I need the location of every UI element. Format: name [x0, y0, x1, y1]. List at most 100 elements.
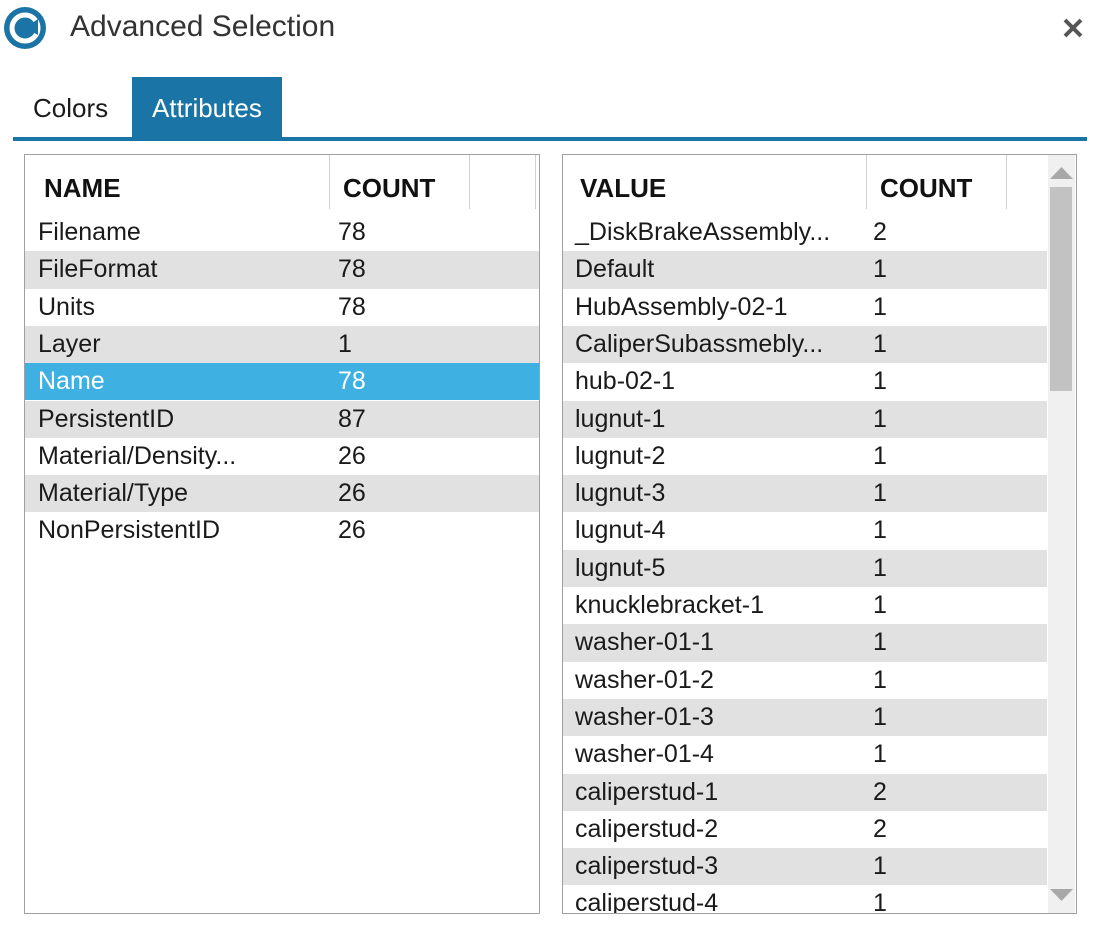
list-row[interactable]: CaliperSubassmebly... 1 [563, 325, 1047, 364]
column-separator [469, 155, 470, 209]
row-count: 1 [873, 740, 887, 769]
row-label: washer-01-2 [575, 665, 714, 694]
row-label: caliperstud-4 [575, 889, 719, 914]
row-count: 1 [873, 852, 887, 881]
row-count: 78 [338, 367, 366, 396]
list-row[interactable]: caliperstud-4 1 [563, 885, 1047, 914]
column-header[interactable]: VALUE [580, 173, 667, 203]
row-label: lugnut-2 [575, 441, 666, 470]
row-count: 1 [873, 702, 887, 731]
row-count: 1 [338, 329, 352, 358]
column-separator [866, 155, 867, 209]
row-count: 1 [873, 628, 887, 657]
row-label: Units [38, 292, 95, 321]
scroll-thumb[interactable] [1050, 187, 1072, 391]
row-label: knucklebracket-1 [575, 591, 764, 619]
row-count: 1 [873, 665, 887, 694]
list-row[interactable]: washer-01-2 1 [563, 662, 1047, 699]
row-label: lugnut-1 [575, 404, 666, 433]
column-separator [535, 155, 536, 209]
scrollbar[interactable] [1048, 155, 1075, 913]
row-label: PersistentID [38, 404, 175, 433]
list-row[interactable]: washer-01-1 1 [563, 624, 1047, 662]
row-label: _DiskBrakeAssembly... [575, 218, 831, 246]
list-row[interactable]: washer-01-3 1 [563, 698, 1047, 737]
row-count: 2 [873, 218, 887, 246]
list-row[interactable]: NonPersistentID 26 [25, 512, 539, 549]
list-row[interactable]: hub-02-1 1 [563, 363, 1047, 400]
row-label: lugnut-5 [575, 553, 666, 582]
row-count: 1 [873, 367, 887, 396]
row-count: 26 [338, 479, 366, 508]
list-row[interactable]: HubAssembly-02-1 1 [563, 289, 1047, 326]
list-row[interactable]: Material/Type 26 [25, 475, 539, 513]
list-row[interactable]: Material/Density... 26 [25, 438, 539, 475]
tab[interactable]: Colors [33, 93, 109, 123]
list-row[interactable]: Units 78 [25, 289, 539, 326]
row-label: washer-01-4 [575, 740, 714, 769]
close-button[interactable] [1062, 17, 1084, 39]
row-label: Filename [38, 218, 141, 246]
list-row[interactable]: lugnut-1 1 [563, 400, 1047, 438]
row-label: caliperstud-2 [575, 814, 719, 843]
list-row[interactable]: Name 78 [25, 363, 539, 401]
row-count: 1 [873, 889, 887, 914]
row-count: 26 [338, 516, 366, 545]
list-row[interactable]: caliperstud-3 1 [563, 848, 1047, 886]
list-row[interactable]: Default 1 [563, 251, 1047, 289]
list-row[interactable]: PersistentID 87 [25, 400, 539, 438]
app-icon [4, 7, 46, 49]
row-label: washer-01-3 [575, 702, 714, 731]
row-count: 1 [873, 516, 887, 545]
column-header[interactable]: NAME [44, 173, 121, 203]
row-label: CaliperSubassmebly... [575, 329, 824, 358]
row-label: caliperstud-3 [575, 852, 719, 881]
column-separator [329, 155, 330, 209]
row-label: FileFormat [38, 255, 158, 284]
row-label: Name [38, 367, 105, 396]
list-row[interactable]: lugnut-3 1 [563, 475, 1047, 513]
row-label: NonPersistentID [38, 516, 221, 545]
row-count: 1 [873, 479, 887, 508]
row-label: hub-02-1 [575, 367, 676, 396]
row-count: 78 [338, 292, 366, 321]
tab[interactable]: Attributes [132, 77, 282, 137]
scroll-up[interactable] [1048, 163, 1075, 183]
row-label: Material/Type [38, 479, 189, 508]
row-count: 1 [873, 553, 887, 582]
list-row[interactable]: knucklebracket-1 1 [563, 587, 1047, 624]
value-list: VALUE COUNT _DiskBrakeAssembly... 2 Default 1… [562, 154, 1077, 914]
list-row[interactable]: washer-01-4 1 [563, 736, 1047, 773]
row-label: Default [575, 255, 655, 284]
attribute-list: NAME COUNT Filename 78 FileFormat 78 Units 78 La… [24, 154, 540, 914]
row-label: Material/Density... [38, 441, 237, 470]
row-label: Layer [38, 329, 101, 358]
row-label: caliperstud-1 [575, 777, 719, 806]
list-row[interactable]: caliperstud-1 2 [563, 773, 1047, 811]
list-row[interactable]: Layer 1 [25, 325, 539, 364]
column-separator [1006, 155, 1007, 209]
row-count: 2 [873, 814, 887, 843]
list-row[interactable]: _DiskBrakeAssembly... 2 [563, 214, 1047, 251]
list-row[interactable]: caliperstud-2 2 [563, 811, 1047, 848]
list-row[interactable]: lugnut-4 1 [563, 512, 1047, 549]
list-row[interactable]: lugnut-5 1 [563, 549, 1047, 587]
row-count: 1 [873, 292, 887, 321]
row-count: 1 [873, 591, 887, 619]
row-count: 1 [873, 441, 887, 470]
row-label: HubAssembly-02-1 [575, 292, 788, 321]
list-row[interactable]: FileFormat 78 [25, 251, 539, 289]
row-count: 78 [338, 255, 366, 284]
column-header[interactable]: COUNT [343, 173, 436, 203]
list-row[interactable]: Filename 78 [25, 214, 539, 251]
row-label: lugnut-4 [575, 516, 666, 545]
window-title: Advanced Selection [70, 10, 336, 43]
column-header[interactable]: COUNT [880, 173, 973, 203]
scroll-down[interactable] [1048, 885, 1075, 905]
row-label: washer-01-1 [575, 628, 714, 657]
list-row[interactable]: lugnut-2 1 [563, 438, 1047, 475]
row-count: 2 [873, 777, 887, 806]
row-count: 1 [873, 329, 887, 358]
tab-underline [13, 137, 1087, 141]
